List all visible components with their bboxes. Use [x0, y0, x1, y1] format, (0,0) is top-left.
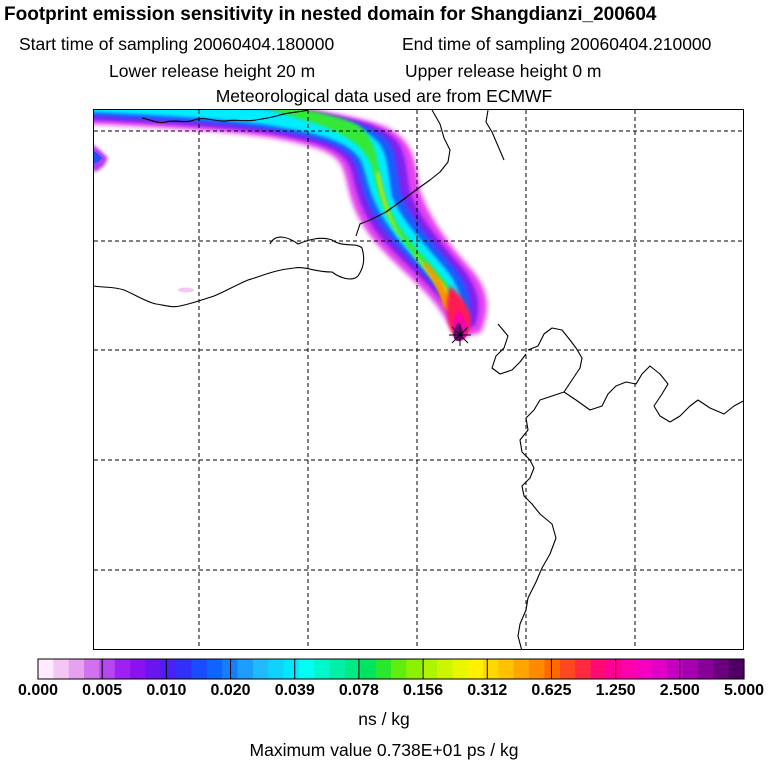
- colorbar-swatch: [406, 659, 423, 679]
- colorbar-swatch: [605, 659, 622, 679]
- colorbar-swatch: [268, 659, 285, 679]
- colorbar-tick-label: 1.250: [595, 682, 636, 699]
- colorbar-swatch: [191, 659, 208, 679]
- colorbar-tick-label: 5.000: [723, 682, 765, 699]
- colorbar: [37, 658, 745, 680]
- meteorological-source-label: Meteorological data used are from ECMWF: [215, 86, 553, 106]
- colorbar-swatch: [38, 659, 54, 679]
- colorbar-tick-label: 0.625: [531, 682, 572, 699]
- colorbar-swatch: [329, 659, 346, 679]
- colorbar-swatch: [298, 659, 315, 679]
- coastline-north-bay: [141, 110, 309, 124]
- colorbar-tick-label: 0.312: [467, 682, 508, 699]
- coastline-bay-inner: [491, 323, 527, 375]
- end-time-label: End time of sampling 20060404.210000: [402, 34, 712, 54]
- colorbar-swatch: [314, 659, 331, 679]
- coastline-southeast: [517, 327, 583, 649]
- colorbar-swatch: [391, 659, 407, 679]
- colorbar-swatch: [237, 659, 254, 679]
- colorbar-swatch: [590, 659, 607, 679]
- colorbar-swatch: [682, 659, 699, 679]
- colorbar-swatch: [697, 659, 714, 679]
- colorbar-swatch: [145, 659, 162, 679]
- map-grid: [94, 110, 743, 649]
- receptor-star-ray: [451, 326, 469, 344]
- colorbar-swatch: [99, 659, 116, 679]
- colorbar-swatch: [375, 659, 392, 679]
- colorbar-swatch: [575, 659, 592, 679]
- borders-coastlines: [94, 110, 743, 649]
- colorbar-tick-label: 2.500: [659, 682, 700, 699]
- colorbar-swatch: [344, 659, 361, 679]
- colorbar-swatch: [53, 659, 70, 679]
- colorbar-swatch: [206, 659, 223, 679]
- colorbar-swatch: [559, 659, 576, 679]
- colorbar-border: [37, 658, 745, 680]
- border-segment-northeast: [355, 110, 451, 237]
- colorbar-tick-label: 0.039: [274, 682, 315, 699]
- chart-title: Footprint emission sensitivity in nested…: [4, 4, 657, 25]
- colorbar-tick-label: 0.156: [403, 682, 444, 699]
- border-segment-east: [485, 110, 505, 161]
- colorbar-swatch: [452, 659, 469, 679]
- colorbar-swatch: [252, 659, 269, 679]
- colorbar-swatch: [176, 659, 193, 679]
- colorbar-swatch: [283, 659, 300, 679]
- maximum-value-label: Maximum value 0.738E+01 ps / kg: [249, 740, 519, 760]
- plume-band-orange: [424, 262, 451, 312]
- colorbar-tick-label: 0.000: [17, 682, 59, 699]
- colorbar-swatch: [713, 659, 730, 679]
- colorbar-swatch: [114, 659, 131, 679]
- colorbar-tick-label: 0.005: [82, 682, 123, 699]
- colorbar-tick-label: 0.010: [146, 682, 187, 699]
- west-edge-patch-inner: [94, 151, 102, 164]
- colorbar-swatch: [728, 659, 745, 679]
- colorbar-swatch: [498, 659, 515, 679]
- colorbar-swatch: [130, 659, 147, 679]
- plume-band-violet: [94, 110, 479, 328]
- map-panel: [93, 109, 744, 650]
- colorbar-swatch: [160, 659, 177, 679]
- plume-band-green: [271, 110, 455, 312]
- colorbar-swatch: [513, 659, 530, 679]
- colorbar-swatch: [651, 659, 668, 679]
- colorbar-tick-label: 0.078: [338, 682, 379, 699]
- start-time-label: Start time of sampling 20060404.180000: [19, 34, 335, 54]
- colorbar-swatch: [68, 659, 85, 679]
- colorbar-swatch: [667, 659, 684, 679]
- border-segment-middle: [94, 236, 365, 308]
- colorbar-swatch: [467, 659, 484, 679]
- small-patch: [178, 287, 194, 293]
- lower-release-height-label: Lower release height 20 m: [109, 61, 316, 81]
- plume-band-cyan: [94, 110, 462, 316]
- colorbar-swatch: [529, 659, 546, 679]
- colorbar-swatch: [421, 659, 438, 679]
- colorbar-tick-label: 0.020: [210, 682, 251, 699]
- colorbar-swatch: [636, 659, 653, 679]
- plume-band-magenta: [94, 110, 487, 335]
- upper-release-height-label: Upper release height 0 m: [405, 61, 602, 81]
- colorbar-swatch: [621, 659, 638, 679]
- colorbar-swatch: [84, 659, 100, 679]
- colorbar-swatches: [38, 659, 745, 679]
- coastline-peninsula: [563, 365, 743, 423]
- receptor-star-icon: [449, 324, 471, 346]
- units-label: ns / kg: [358, 709, 410, 729]
- colorbar-swatch: [360, 659, 377, 679]
- footprint-map: [94, 110, 743, 649]
- plume-contours: [94, 110, 487, 342]
- colorbar-swatch: [544, 659, 561, 679]
- colorbar-swatch: [483, 659, 500, 679]
- colorbar-swatch: [437, 659, 453, 679]
